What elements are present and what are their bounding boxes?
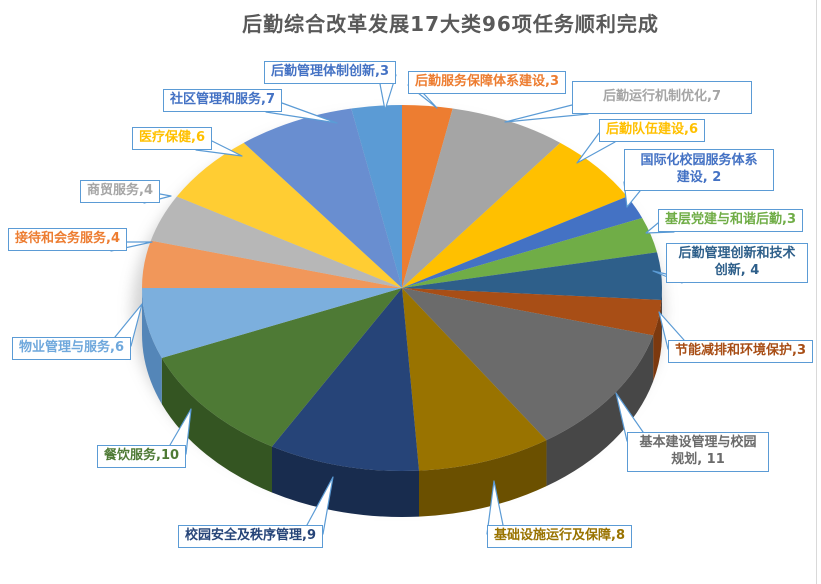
callout-leader-line — [645, 222, 675, 234]
pie-slice — [351, 105, 402, 288]
pie-slice — [176, 142, 402, 288]
pie-slice — [402, 217, 658, 288]
pie-slice-side — [653, 299, 662, 382]
pie-slice-side — [142, 288, 162, 405]
pie-slice — [402, 288, 547, 471]
chart-frame-border — [816, 0, 817, 584]
pie-slice — [161, 288, 402, 447]
pie-slice — [402, 105, 453, 288]
callout-leader-line — [658, 311, 685, 350]
pie-slice — [402, 196, 643, 288]
pie-slice — [402, 142, 628, 288]
callout-leader-line — [576, 132, 616, 164]
callout-leader-line — [504, 104, 589, 123]
pie-slice — [402, 252, 663, 300]
pie-slice — [142, 240, 402, 288]
callout-leader-line — [407, 84, 438, 109]
pie-slice — [402, 288, 654, 441]
pie-slice — [402, 288, 662, 336]
pie-slice — [402, 108, 561, 288]
callout-leader-line — [143, 193, 172, 204]
pie-slice-side — [161, 358, 272, 493]
callout-leader-line — [379, 74, 397, 111]
pie-slice-side — [546, 335, 654, 487]
pie-slice — [272, 288, 420, 471]
pie-slice — [142, 288, 402, 359]
pie-slice-side — [419, 440, 547, 517]
pie-slice — [243, 108, 402, 288]
pie-slice — [150, 196, 402, 288]
pie-slice-side — [272, 446, 420, 517]
chart-title: 后勤综合改革发展17大类96项任务顺利完成 — [242, 12, 659, 36]
